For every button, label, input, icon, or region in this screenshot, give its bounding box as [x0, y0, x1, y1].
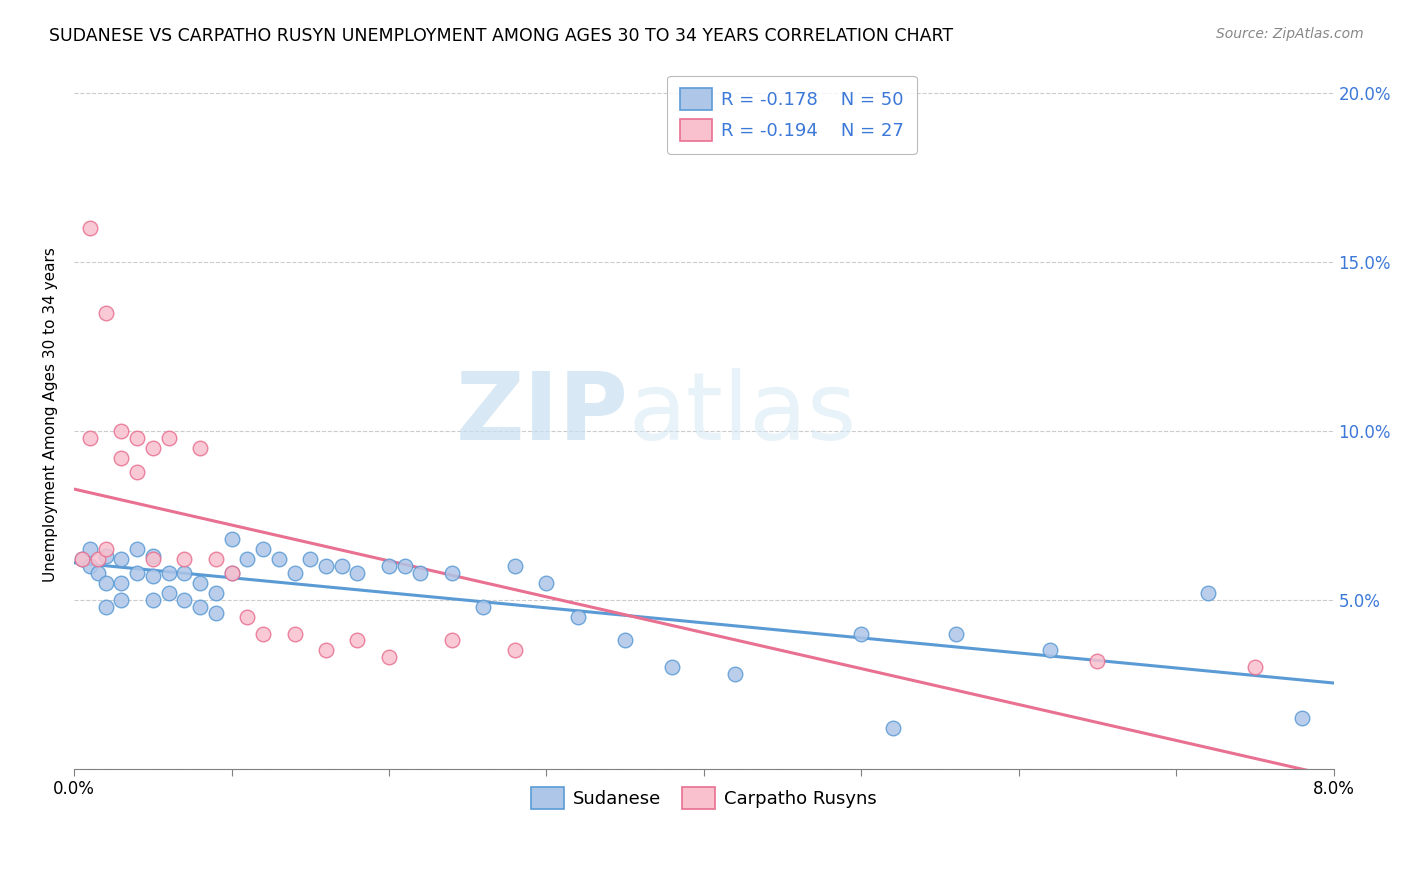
Point [94, 306, 117, 320]
Point [567, 609, 589, 624]
Point [346, 566, 368, 580]
Point [283, 566, 305, 580]
Point [86, 566, 108, 580]
Point [661, 660, 683, 674]
Point [110, 450, 132, 465]
Point [125, 465, 148, 479]
Point [204, 552, 226, 566]
Point [882, 721, 904, 735]
Point [503, 559, 526, 574]
Y-axis label: Unemployment Among Ages 30 to 34 years: Unemployment Among Ages 30 to 34 years [44, 247, 58, 582]
Point [188, 576, 211, 591]
Point [188, 441, 211, 455]
Point [299, 552, 322, 566]
Point [70, 552, 93, 566]
Point [142, 552, 165, 566]
Point [221, 566, 243, 580]
Point [1244, 660, 1267, 674]
Point [409, 566, 432, 580]
Point [267, 552, 290, 566]
Text: Source: ZipAtlas.com: Source: ZipAtlas.com [1216, 27, 1364, 41]
Point [204, 586, 226, 600]
Point [1087, 654, 1109, 668]
Point [204, 607, 226, 621]
Point [110, 424, 132, 438]
Point [173, 566, 195, 580]
Point [614, 633, 637, 648]
Point [142, 549, 165, 563]
Point [252, 626, 274, 640]
Point [283, 626, 305, 640]
Point [221, 532, 243, 546]
Point [1039, 643, 1062, 657]
Point [157, 431, 180, 445]
Point [142, 441, 165, 455]
Point [94, 549, 117, 563]
Text: ZIP: ZIP [456, 368, 628, 460]
Point [536, 576, 558, 591]
Point [142, 592, 165, 607]
Point [173, 552, 195, 566]
Legend: Sudanese, Carpatho Rusyns: Sudanese, Carpatho Rusyns [524, 780, 884, 816]
Point [188, 599, 211, 614]
Point [378, 559, 401, 574]
Point [110, 552, 132, 566]
Point [346, 633, 368, 648]
Point [252, 542, 274, 557]
Point [157, 566, 180, 580]
Point [125, 542, 148, 557]
Text: atlas: atlas [628, 368, 856, 460]
Point [142, 569, 165, 583]
Point [394, 559, 416, 574]
Point [330, 559, 353, 574]
Point [378, 650, 401, 665]
Point [110, 576, 132, 591]
Point [79, 542, 101, 557]
Point [440, 633, 463, 648]
Point [157, 586, 180, 600]
Point [945, 626, 967, 640]
Point [94, 576, 117, 591]
Point [94, 542, 117, 557]
Point [315, 643, 337, 657]
Point [724, 667, 747, 681]
Point [125, 431, 148, 445]
Point [70, 552, 93, 566]
Point [79, 559, 101, 574]
Point [110, 592, 132, 607]
Point [851, 626, 873, 640]
Point [1197, 586, 1219, 600]
Point [236, 609, 259, 624]
Point [440, 566, 463, 580]
Point [86, 552, 108, 566]
Point [503, 643, 526, 657]
Point [125, 566, 148, 580]
Point [173, 592, 195, 607]
Point [94, 599, 117, 614]
Point [315, 559, 337, 574]
Point [221, 566, 243, 580]
Point [79, 221, 101, 235]
Point [472, 599, 495, 614]
Point [1291, 711, 1313, 725]
Point [79, 431, 101, 445]
Point [236, 552, 259, 566]
Text: SUDANESE VS CARPATHO RUSYN UNEMPLOYMENT AMONG AGES 30 TO 34 YEARS CORRELATION CH: SUDANESE VS CARPATHO RUSYN UNEMPLOYMENT … [49, 27, 953, 45]
